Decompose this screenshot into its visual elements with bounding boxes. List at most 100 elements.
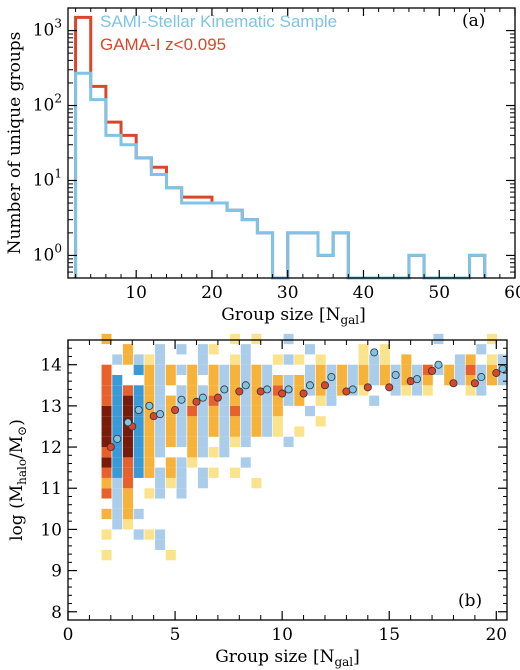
heatmap-cell bbox=[347, 364, 358, 375]
panel-a-x-axis-label: Group size [Ngal] bbox=[221, 305, 366, 327]
y-label-subscript: halo bbox=[15, 459, 29, 485]
heatmap-cell bbox=[240, 354, 251, 365]
heatmap-cell bbox=[401, 385, 412, 396]
heatmap-cell bbox=[155, 426, 166, 437]
x-tick-label: 0 bbox=[63, 625, 74, 645]
heatmap-cell bbox=[122, 405, 133, 417]
heatmap-cell bbox=[262, 405, 273, 417]
heatmap-cell bbox=[230, 405, 241, 417]
heatmap-cell bbox=[358, 375, 369, 386]
heatmap-cell bbox=[122, 477, 133, 489]
y-tick-label: 10 bbox=[40, 520, 62, 540]
gama-median-point bbox=[171, 405, 180, 414]
heatmap-cell bbox=[326, 385, 337, 396]
legend-entry-sami: SAMI-Stellar Kinematic Sample bbox=[100, 12, 337, 31]
heatmap-cell bbox=[101, 457, 112, 468]
heatmap-cell bbox=[197, 477, 208, 489]
sami-median-point bbox=[198, 393, 207, 402]
heatmap-cell bbox=[176, 416, 187, 427]
panel-a-y-axis-label: Number of unique groups bbox=[5, 32, 25, 255]
heatmap-cell bbox=[283, 354, 294, 365]
heatmap-cell bbox=[155, 436, 166, 448]
heatmap-cell bbox=[165, 550, 176, 561]
heatmap-cell bbox=[304, 344, 315, 355]
heatmap-cell bbox=[230, 333, 241, 345]
heatmap-cell bbox=[230, 416, 241, 427]
y-tick-exponent: 0 bbox=[54, 241, 62, 255]
heatmap-cell bbox=[155, 344, 166, 355]
sami-median-point bbox=[123, 418, 132, 427]
heatmap-cell bbox=[197, 405, 208, 417]
sami-median-point bbox=[156, 410, 165, 419]
legend-entry-gama: GAMA-I z<0.095 bbox=[100, 35, 226, 54]
heatmap-cell bbox=[112, 375, 123, 386]
heatmap-cell bbox=[240, 405, 251, 417]
heatmap-cell bbox=[122, 385, 133, 396]
heatmap-cell bbox=[197, 467, 208, 478]
heatmap-cell bbox=[144, 447, 155, 458]
heatmap-cell bbox=[358, 364, 369, 375]
heatmap-cell bbox=[101, 436, 112, 448]
heatmap-cell bbox=[176, 488, 187, 499]
heatmap-cell bbox=[326, 395, 337, 406]
heatmap-cell bbox=[251, 416, 262, 427]
heatmap-cell bbox=[219, 436, 230, 448]
heatmap-cell bbox=[208, 364, 219, 375]
heatmap-cell bbox=[433, 364, 444, 375]
heatmap-cell bbox=[272, 354, 283, 365]
sami-median-point bbox=[413, 375, 422, 384]
heatmap-cell bbox=[101, 375, 112, 386]
sami-median-point bbox=[263, 385, 272, 394]
heatmap-cell bbox=[187, 375, 198, 386]
heatmap-cell bbox=[219, 416, 230, 427]
y-tick-label: 103 bbox=[33, 17, 62, 41]
heatmap-cell bbox=[337, 385, 348, 396]
heatmap-cell bbox=[101, 405, 112, 417]
x-tick-label: 20 bbox=[201, 283, 223, 303]
heatmap-cell bbox=[315, 364, 326, 375]
heatmap-cell bbox=[208, 375, 219, 386]
heatmap-cell bbox=[144, 436, 155, 448]
heatmap-cell bbox=[122, 488, 133, 499]
y-tick-base: 10 bbox=[33, 170, 55, 190]
heatmap-cell bbox=[176, 364, 187, 375]
heatmap-cell bbox=[422, 385, 433, 396]
heatmap-cell bbox=[444, 375, 455, 386]
heatmap-cell bbox=[101, 364, 112, 375]
heatmap-cell bbox=[122, 426, 133, 437]
heatmap-cell bbox=[251, 375, 262, 386]
heatmap-cell bbox=[272, 395, 283, 406]
y-tick-exponent: 1 bbox=[54, 166, 62, 180]
y-tick-exponent: 2 bbox=[54, 92, 62, 106]
heatmap-cell bbox=[487, 364, 498, 375]
heatmap-cell bbox=[454, 375, 465, 386]
heatmap-cell bbox=[165, 416, 176, 427]
panel-b-y-axis-label: log (Mhalo/M⊙) bbox=[7, 419, 29, 541]
heatmap-cell bbox=[444, 364, 455, 375]
heatmap-cell bbox=[122, 467, 133, 478]
heatmap-cell bbox=[144, 488, 155, 499]
heatmap-cell bbox=[176, 477, 187, 489]
heatmap-cell bbox=[465, 375, 476, 386]
heatmap-cell bbox=[197, 447, 208, 458]
heatmap-cell bbox=[197, 426, 208, 437]
heatmap-cell bbox=[112, 467, 123, 478]
heatmap-cell bbox=[101, 529, 112, 540]
heatmap-cell bbox=[358, 385, 369, 396]
heatmap-cell bbox=[155, 375, 166, 386]
heatmap-cell bbox=[369, 395, 380, 406]
heatmap-cell bbox=[165, 395, 176, 406]
heatmap-cell bbox=[155, 529, 166, 540]
y-tick-label: 102 bbox=[33, 92, 62, 116]
heatmap-cell bbox=[165, 477, 176, 489]
heatmap-cell bbox=[304, 375, 315, 386]
heatmap-cell bbox=[101, 426, 112, 437]
gama-median-point bbox=[278, 389, 287, 398]
x-tick-label: 60 bbox=[504, 283, 520, 303]
sami-median-point bbox=[145, 401, 154, 410]
heatmap-cell bbox=[176, 436, 187, 448]
heatmap-cell bbox=[294, 354, 305, 365]
heatmap-cell bbox=[176, 467, 187, 478]
heatmap-cell bbox=[358, 344, 369, 355]
y-label-text: log (M bbox=[7, 485, 27, 541]
